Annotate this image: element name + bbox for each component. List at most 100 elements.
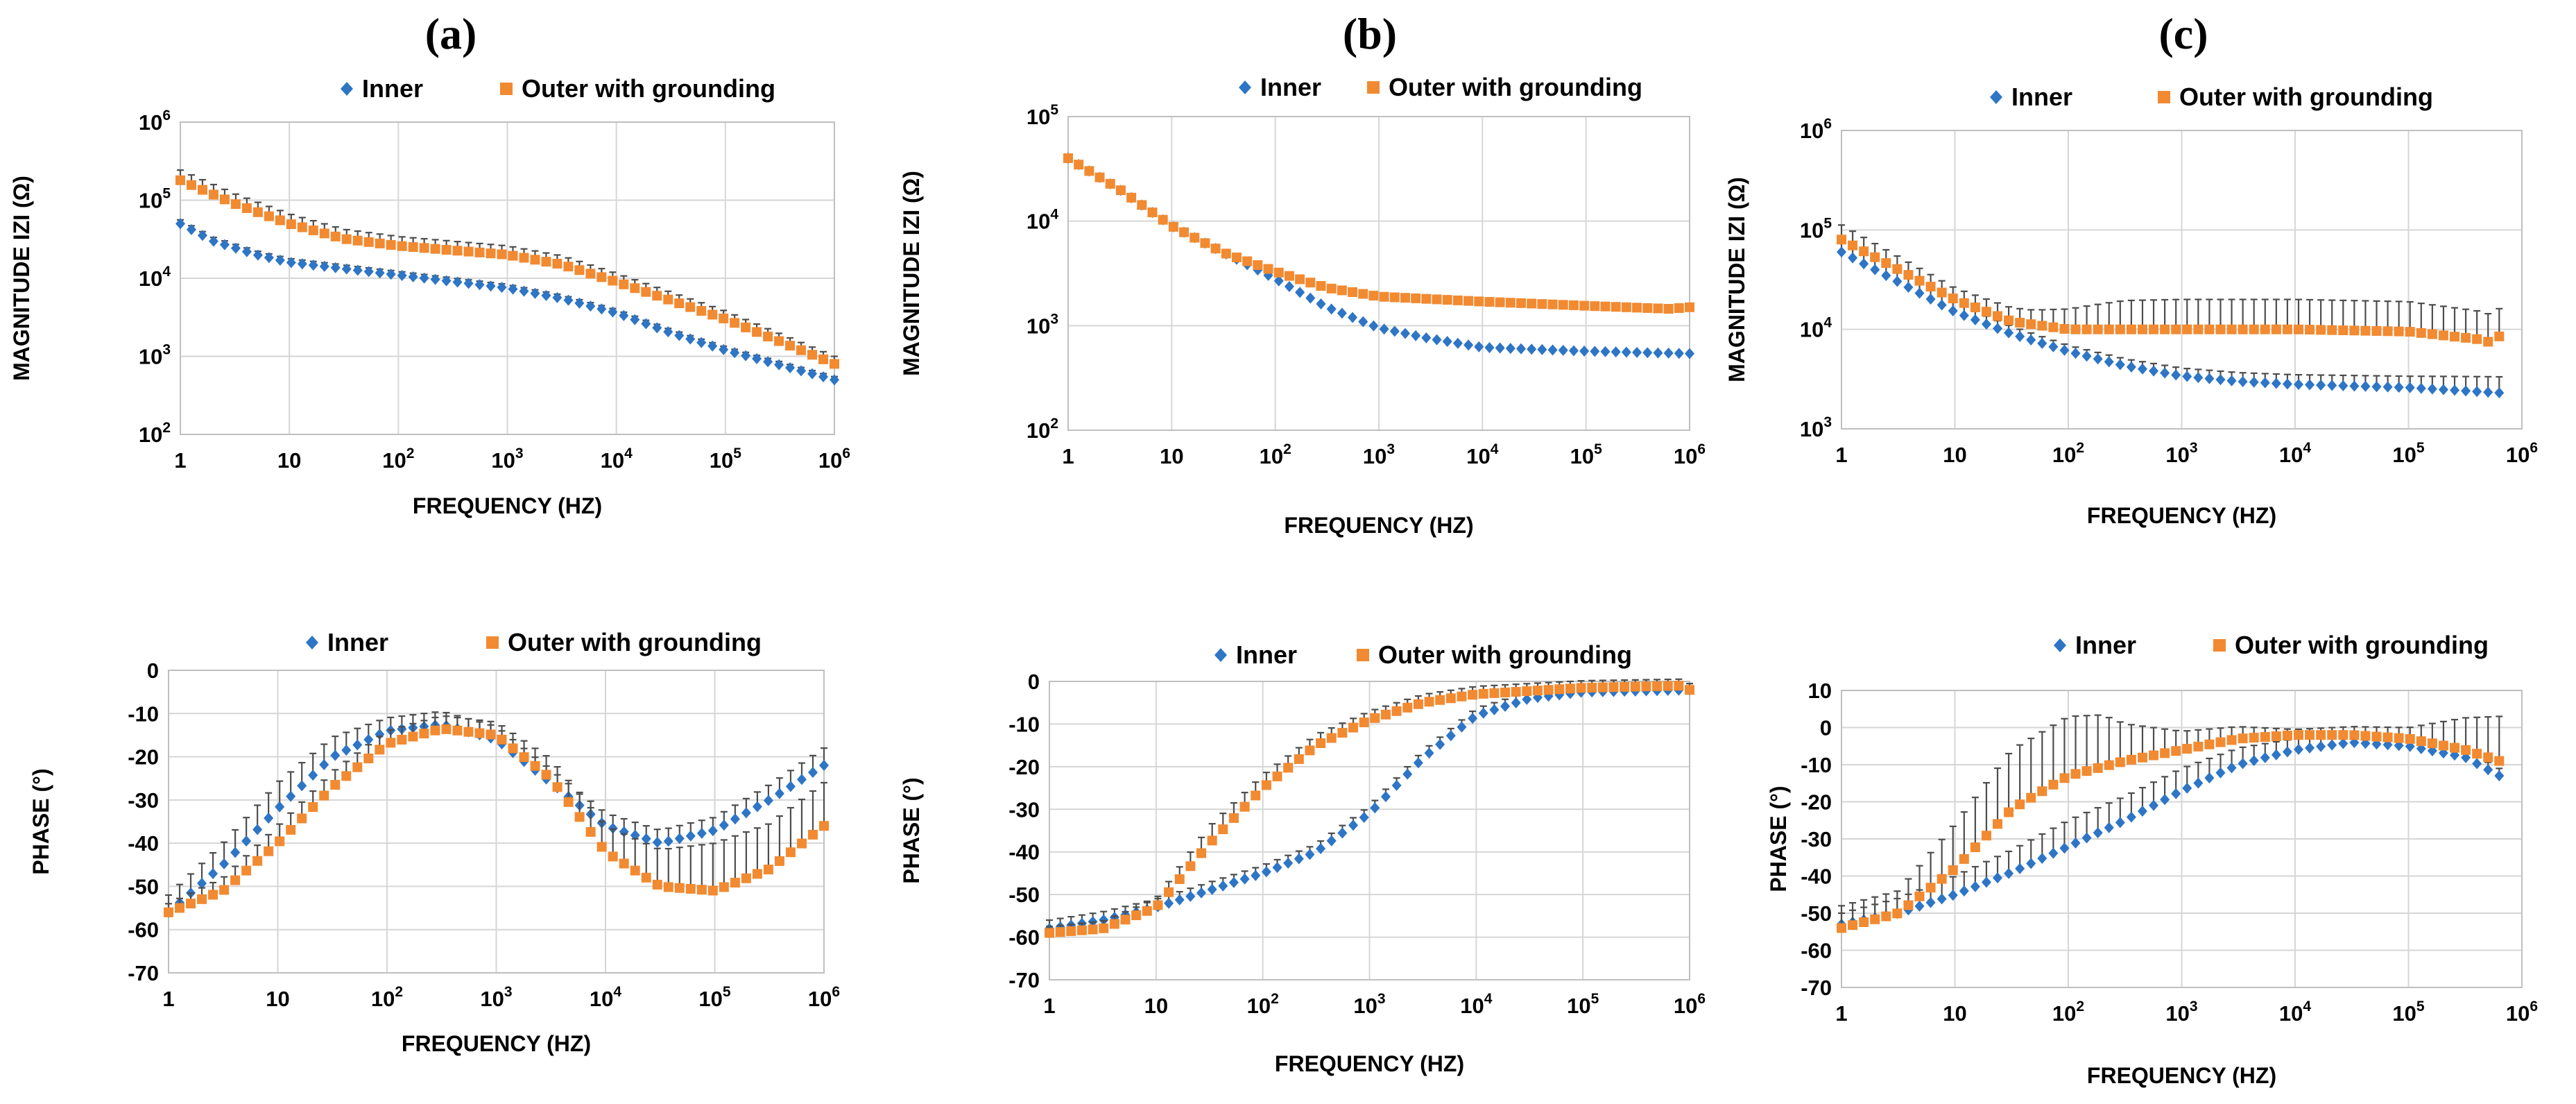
y-tick-label: 102 xyxy=(139,420,171,447)
data-point-inner xyxy=(2461,385,2471,397)
data-point-inner xyxy=(2238,375,2248,387)
legend-label-inner: Inner xyxy=(327,628,388,656)
data-point-inner xyxy=(574,297,585,309)
data-point-inner xyxy=(1527,343,1537,355)
data-point-inner xyxy=(208,235,218,247)
data-point-inner xyxy=(519,285,529,297)
data-point-inner xyxy=(1463,339,1474,351)
data-point-outer xyxy=(1500,687,1511,697)
data-point-outer xyxy=(1284,271,1294,281)
data-point-outer xyxy=(1870,252,1880,262)
data-point-inner xyxy=(319,758,329,770)
data-point-outer xyxy=(1179,227,1190,237)
data-point-outer xyxy=(1892,264,1903,274)
x-tick-label: 10 xyxy=(277,448,301,473)
data-point-outer xyxy=(2327,730,2337,740)
data-point-outer xyxy=(2104,760,2114,770)
data-point-outer xyxy=(741,322,751,332)
data-point-outer xyxy=(1478,688,1488,699)
data-point-outer xyxy=(2160,324,2170,334)
data-point-inner xyxy=(264,252,274,264)
data-point-outer xyxy=(2137,324,2147,334)
data-point-inner xyxy=(1892,275,1903,287)
data-point-outer xyxy=(1959,298,1969,308)
x-axis-title: FREQUENCY (HZ) xyxy=(1275,1051,1464,1076)
data-point-inner xyxy=(2204,373,2215,384)
data-point-outer xyxy=(2048,779,2059,790)
data-point-inner xyxy=(1537,343,1547,355)
data-point-outer xyxy=(330,780,341,790)
data-point-outer xyxy=(2371,731,2382,742)
data-point-outer xyxy=(1903,270,1914,280)
data-point-outer xyxy=(1045,928,1054,938)
data-point-outer xyxy=(408,731,418,742)
data-point-inner xyxy=(1218,880,1228,892)
data-point-outer xyxy=(1066,926,1076,936)
plot-frame xyxy=(180,121,835,435)
data-point-outer xyxy=(2338,730,2349,740)
legend-marker-inner xyxy=(341,82,353,96)
data-point-outer xyxy=(2483,752,2493,763)
data-point-outer xyxy=(2015,799,2025,810)
data-point-inner xyxy=(2137,806,2147,817)
data-point-inner xyxy=(2126,811,2136,823)
data-point-outer xyxy=(763,331,773,341)
data-point-inner xyxy=(685,830,696,842)
legend-label-outer: Outer with grounding xyxy=(2179,83,2433,111)
data-point-outer xyxy=(230,199,241,210)
data-point-inner xyxy=(1568,345,1579,357)
data-point-outer xyxy=(2438,740,2448,751)
data-point-inner xyxy=(1881,270,1891,282)
data-point-outer xyxy=(2450,332,2460,342)
data-point-inner xyxy=(2015,330,2025,342)
data-point-inner xyxy=(830,374,839,386)
data-point-inner xyxy=(252,824,263,835)
series-outer xyxy=(175,169,839,369)
x-tick-label: 103 xyxy=(1353,991,1385,1018)
y-tick-label: 106 xyxy=(139,108,171,135)
data-point-inner xyxy=(774,788,784,799)
data-point-inner xyxy=(1379,323,1389,335)
y-tick-label: -20 xyxy=(1008,755,1040,779)
data-point-inner xyxy=(2048,341,2059,353)
y-tick-label: -30 xyxy=(1008,797,1040,822)
data-point-inner xyxy=(663,326,673,338)
data-point-outer xyxy=(2004,807,2014,817)
data-point-inner xyxy=(363,266,374,278)
data-point-inner xyxy=(1914,287,1925,299)
series-inner xyxy=(1837,239,2505,399)
data-point-inner xyxy=(1348,312,1358,323)
data-point-outer xyxy=(2126,754,2136,765)
x-tick-label: 106 xyxy=(818,445,850,473)
data-point-inner xyxy=(2238,758,2248,770)
data-point-inner xyxy=(2405,382,2415,393)
data-point-outer xyxy=(552,782,563,792)
data-point-inner xyxy=(297,780,307,792)
data-point-outer xyxy=(1109,919,1119,929)
data-point-outer xyxy=(1105,178,1115,189)
x-tick-label: 106 xyxy=(1674,441,1706,468)
x-axis-title: FREQUENCY (HZ) xyxy=(2087,503,2276,528)
data-point-inner xyxy=(2316,379,2326,391)
data-point-inner xyxy=(2327,380,2337,391)
x-tick-label: 104 xyxy=(601,445,633,473)
y-axis-title: MAGNITUDE IZI (Ω) xyxy=(899,171,924,376)
data-point-inner xyxy=(2327,739,2337,751)
y-axis-title: PHASE (°) xyxy=(1766,785,1791,892)
data-point-outer xyxy=(2472,749,2482,759)
series-outer xyxy=(164,715,829,917)
data-point-inner xyxy=(818,371,829,383)
data-point-outer xyxy=(1981,307,1991,317)
data-point-outer xyxy=(1516,298,1527,308)
data-point-inner xyxy=(275,801,285,813)
data-point-inner xyxy=(1611,346,1621,358)
y-axis-title: PHASE (°) xyxy=(28,768,53,874)
data-point-outer xyxy=(2349,730,2360,740)
data-point-outer xyxy=(1600,301,1611,312)
data-point-inner xyxy=(652,322,662,334)
x-tick-label: 106 xyxy=(2506,999,2538,1026)
y-tick-label: -70 xyxy=(1008,968,1040,992)
legend-marker-outer xyxy=(500,83,513,95)
data-point-inner xyxy=(1937,299,1947,311)
data-point-outer xyxy=(1190,232,1200,243)
